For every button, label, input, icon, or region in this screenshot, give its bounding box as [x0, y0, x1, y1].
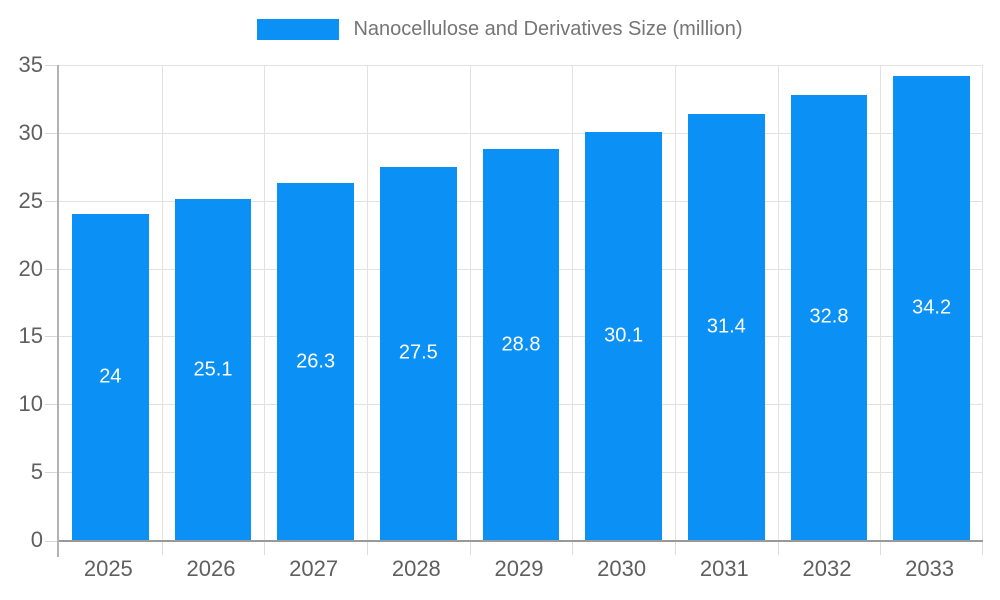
bar-value-label-2030: 30.1: [604, 324, 644, 347]
x-tick-3: [366, 542, 368, 555]
gridline-x-5: [572, 65, 574, 540]
gridline-x-9: [982, 65, 983, 540]
bar-2028[interactable]: 27.5: [379, 166, 457, 540]
bar-value-label-2026: 25.1: [193, 358, 233, 381]
gridline-x-4: [469, 65, 471, 540]
y-tick-label-20: 20: [18, 255, 43, 281]
legend-swatch-icon[interactable]: [257, 19, 340, 40]
x-tick-label-2030: 2030: [597, 556, 647, 581]
legend-label: Nanocellulose and Derivatives Size (mill…: [353, 18, 743, 40]
bar-value-label-2028: 27.5: [398, 341, 438, 364]
y-tick-label-35: 35: [18, 52, 43, 77]
y-axis: 0 5 10 15 20 25 30 35: [0, 54, 43, 551]
x-tick-8: [880, 542, 882, 555]
x-tick-7: [777, 542, 779, 555]
x-tick-label-2033: 2033: [905, 556, 955, 581]
x-tick-5: [572, 542, 574, 555]
x-tick-9: [982, 542, 983, 555]
gridline-x-6: [674, 65, 676, 540]
bar-value-label-2032: 32.8: [809, 305, 849, 328]
plot-area: 24 25.1 26.3 27.5 28.8 30.1 31.4 32.8 34.2: [45, 65, 983, 557]
y-tick-10: [45, 404, 57, 406]
y-tick-5: [45, 472, 57, 474]
x-tick-label-2032: 2032: [802, 556, 852, 581]
y-tick-label-0: 0: [30, 527, 43, 552]
bar-2033[interactable]: 34.2: [893, 75, 971, 540]
y-tick-label-30: 30: [18, 119, 43, 145]
y-tick-25: [45, 200, 57, 202]
y-tick-30: [45, 132, 57, 134]
x-tick-0: [57, 540, 59, 557]
bar-2027[interactable]: 26.3: [277, 183, 355, 540]
bar-value-label-2029: 28.8: [501, 333, 541, 356]
x-tick-2: [264, 542, 266, 555]
y-tick-35: [45, 65, 57, 66]
gridline-x-7: [777, 65, 779, 540]
legend[interactable]: Nanocellulose and Derivatives Size (mill…: [0, 18, 1000, 41]
bar-value-label-2031: 31.4: [706, 315, 746, 338]
gridline-x-3: [366, 65, 368, 540]
x-tick-label-2026: 2026: [186, 556, 236, 581]
bar-2025[interactable]: 24: [71, 214, 149, 540]
gridline-y-30: [59, 132, 983, 134]
x-tick-1: [161, 542, 163, 555]
bar-value-label-2027: 26.3: [296, 350, 336, 373]
gridline-x-1: [161, 65, 163, 540]
y-tick-label-15: 15: [18, 323, 43, 349]
x-tick-6: [674, 542, 676, 555]
y-tick-label-25: 25: [18, 187, 43, 213]
y-tick-20: [45, 268, 57, 270]
y-tick-label-10: 10: [18, 391, 43, 417]
y-tick-15: [45, 336, 57, 338]
bar-value-label-2033: 34.2: [912, 296, 952, 319]
y-tick-0: [45, 541, 57, 542]
bar-2026[interactable]: 25.1: [174, 199, 252, 540]
x-tick-label-2025: 2025: [83, 556, 133, 581]
bar-2029[interactable]: 28.8: [482, 149, 560, 540]
bar-2031[interactable]: 31.4: [687, 113, 765, 540]
x-tick-label-2027: 2027: [289, 556, 339, 581]
bar-value-label-2025: 24: [99, 365, 122, 388]
x-axis: 2025 2026 2027 2028 2029 2030 2031 2032 2033: [57, 545, 981, 590]
bar-2032[interactable]: 32.8: [790, 94, 868, 540]
bar-2030[interactable]: 30.1: [585, 131, 663, 540]
gridline-x-8: [880, 65, 882, 540]
x-tick-label-2031: 2031: [699, 556, 749, 581]
x-tick-label-2028: 2028: [391, 556, 441, 581]
x-tick-4: [469, 542, 471, 555]
gridline-x-2: [264, 65, 266, 540]
y-tick-label-5: 5: [30, 459, 43, 485]
gridline-y-35: [59, 65, 983, 66]
x-tick-label-2029: 2029: [494, 556, 544, 581]
